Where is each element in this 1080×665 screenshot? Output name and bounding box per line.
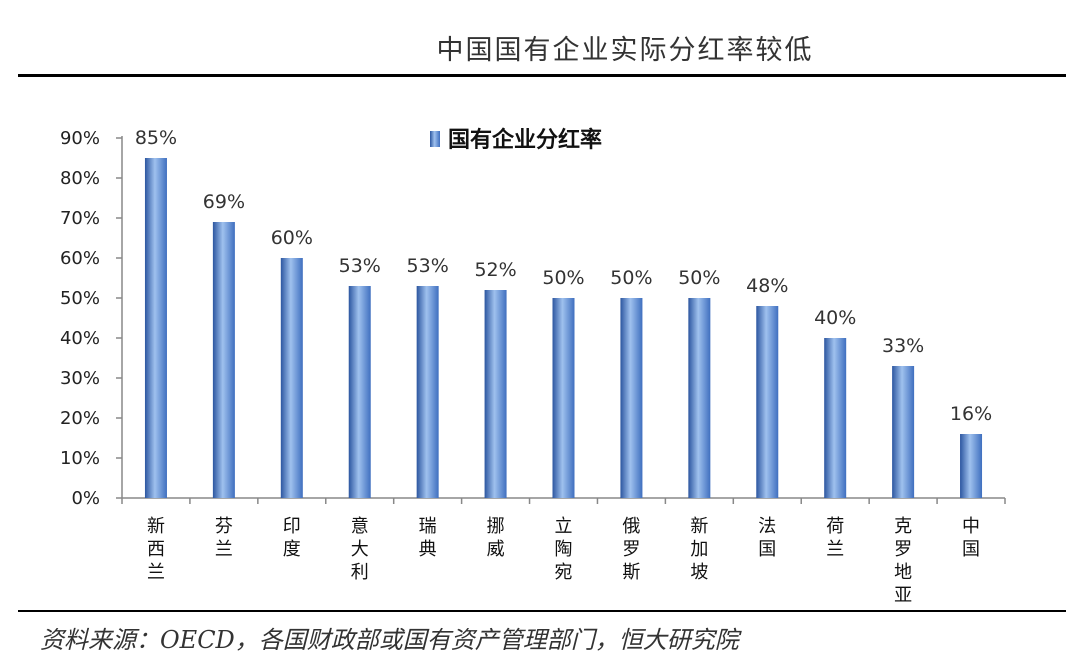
x-category-char: 挪 [487, 516, 505, 537]
bar [416, 286, 439, 498]
x-category-char: 度 [283, 539, 301, 560]
y-tick-label: 60% [60, 248, 100, 269]
x-category-label: 中国 [962, 516, 980, 560]
x-category-char: 中 [962, 516, 980, 537]
data-label: 50% [542, 267, 584, 289]
x-category-char: 克 [894, 516, 912, 537]
y-tick-label: 30% [60, 368, 100, 389]
bar [484, 290, 507, 498]
bar [960, 434, 983, 498]
y-tick-label: 80% [60, 168, 100, 189]
x-category-char: 兰 [147, 562, 165, 583]
bar [620, 298, 643, 498]
data-label: 53% [339, 255, 381, 277]
y-tick-label: 40% [60, 328, 100, 349]
y-tick-label: 0% [71, 488, 100, 509]
y-tick-label: 70% [60, 208, 100, 229]
x-category-label: 意大利 [351, 516, 369, 583]
bar [348, 286, 371, 498]
legend-label: 国有企业分红率 [448, 127, 602, 153]
x-category-label: 新加坡 [690, 516, 708, 583]
x-category-char: 俄 [622, 516, 640, 537]
bar [688, 298, 711, 498]
x-category-char: 印 [283, 516, 301, 537]
x-category-char: 利 [351, 562, 369, 583]
y-tick-label: 50% [60, 288, 100, 309]
x-category-char: 国 [962, 539, 980, 560]
x-category-label: 俄罗斯 [622, 516, 640, 583]
data-label: 50% [610, 267, 652, 289]
page-title: 中国国有企业实际分红率较低 [436, 35, 814, 66]
data-label: 50% [678, 267, 720, 289]
source-divider [18, 610, 1066, 612]
bar [892, 366, 915, 498]
x-category-label: 法国 [758, 516, 776, 560]
x-category-char: 典 [419, 539, 437, 560]
x-category-char: 新 [690, 516, 708, 537]
x-category-char: 罗 [622, 539, 640, 560]
x-category-char: 威 [487, 539, 505, 560]
bar [280, 258, 303, 498]
x-category-char: 宛 [555, 562, 573, 583]
x-category-char: 斯 [622, 562, 640, 583]
x-category-label: 瑞典 [419, 516, 437, 560]
x-category-label: 印度 [283, 516, 301, 560]
title-divider [18, 74, 1066, 77]
x-category-char: 意 [351, 516, 369, 537]
data-label: 53% [407, 255, 449, 277]
x-category-char: 大 [351, 539, 369, 560]
x-category-char: 瑞 [419, 516, 437, 537]
x-category-char: 立 [555, 516, 573, 537]
data-label: 16% [950, 403, 992, 425]
x-category-char: 加 [690, 539, 708, 560]
data-label: 48% [746, 275, 788, 297]
x-category-label: 荷兰 [826, 516, 844, 560]
x-category-label: 立陶宛 [555, 516, 573, 583]
x-category-char: 国 [758, 539, 776, 560]
y-tick-label: 90% [60, 128, 100, 149]
bar [212, 222, 235, 498]
x-category-char: 兰 [826, 539, 844, 560]
x-category-char: 新 [147, 516, 165, 537]
x-category-char: 芬 [215, 516, 233, 537]
y-tick-label: 20% [60, 408, 100, 429]
legend-swatch [430, 131, 440, 147]
data-label: 40% [814, 307, 856, 329]
x-category-char: 兰 [215, 539, 233, 560]
data-label: 52% [474, 259, 516, 281]
bar [824, 338, 847, 498]
source-note: 资料来源：OECD，各国财政部或国有资产管理部门，恒大研究院 [40, 626, 739, 654]
x-category-char: 亚 [894, 585, 912, 606]
x-category-char: 法 [758, 516, 776, 537]
x-category-char: 陶 [555, 539, 573, 560]
x-category-char: 西 [147, 539, 165, 560]
bar [756, 306, 779, 498]
x-category-label: 新西兰 [147, 516, 165, 583]
x-category-label: 挪威 [487, 516, 505, 560]
x-category-char: 罗 [894, 539, 912, 560]
x-category-label: 芬兰 [215, 516, 233, 560]
data-label: 85% [135, 127, 177, 149]
data-label: 69% [203, 191, 245, 213]
y-tick-label: 10% [60, 448, 100, 469]
x-category-char: 荷 [826, 516, 844, 537]
bar [552, 298, 575, 498]
data-label: 60% [271, 227, 313, 249]
x-category-char: 地 [894, 562, 912, 583]
x-category-char: 坡 [690, 562, 708, 583]
data-label: 33% [882, 335, 924, 357]
bar [144, 158, 167, 498]
